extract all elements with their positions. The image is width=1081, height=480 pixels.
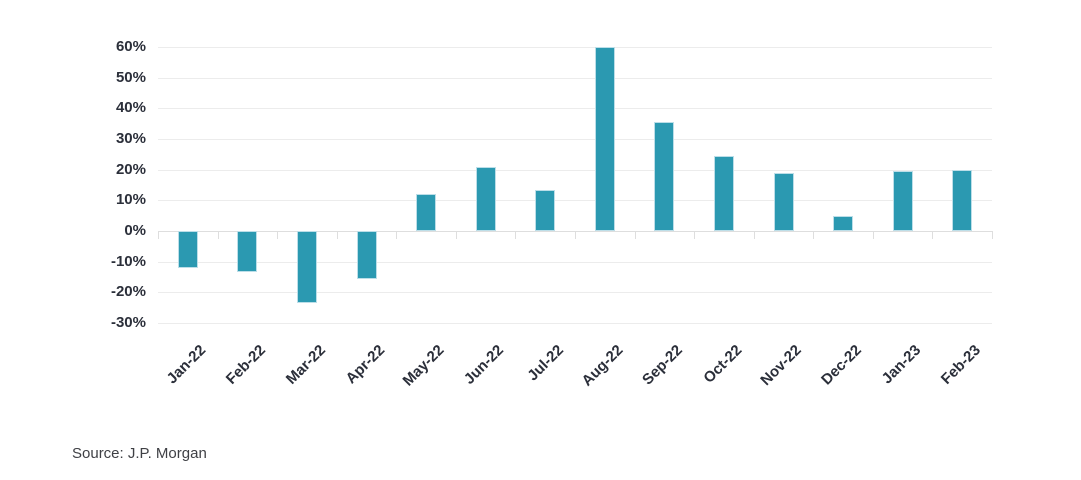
x-axis-tick	[754, 231, 755, 239]
x-axis-label-dec-22: Dec-22	[817, 341, 865, 389]
y-axis-label: 20%	[115, 160, 146, 178]
gridline	[158, 77, 992, 79]
gridline	[158, 322, 992, 324]
y-axis-label: -20%	[110, 283, 146, 301]
gridline	[158, 199, 992, 201]
y-axis-label: -30%	[110, 314, 146, 331]
x-axis-label-may-22: May-22	[399, 341, 448, 390]
x-axis-tick	[873, 231, 874, 239]
gridline	[158, 138, 992, 140]
x-axis-tick	[515, 231, 516, 239]
bar-oct-22	[714, 156, 734, 231]
x-axis-label-jun-22: Jun-22	[461, 341, 508, 388]
x-axis-tick	[456, 231, 457, 239]
bar-feb-22	[237, 231, 257, 272]
x-axis-tick	[218, 231, 219, 239]
x-axis-label-jul-22: Jul-22	[524, 341, 567, 385]
x-axis-label-feb-22: Feb-22	[222, 341, 270, 388]
bar-aug-22	[595, 47, 615, 231]
bar-mar-22	[297, 231, 317, 303]
x-axis-label-apr-22: Apr-22	[342, 341, 389, 388]
x-axis-label-nov-22: Nov-22	[757, 341, 806, 390]
bar-jan-22	[178, 231, 198, 268]
x-axis-label-sep-22: Sep-22	[639, 341, 687, 389]
x-axis-tick	[932, 231, 933, 239]
y-axis-label: 10%	[115, 191, 146, 209]
bar-jun-22	[476, 167, 496, 231]
x-axis-label-oct-22: Oct-22	[700, 341, 746, 387]
x-axis-tick	[337, 231, 338, 239]
x-axis-tick	[277, 231, 278, 239]
gridline	[158, 291, 992, 293]
x-axis-label-jan-23: Jan-23	[878, 341, 925, 388]
y-axis-label: 50%	[115, 68, 146, 86]
x-axis-tick	[992, 231, 993, 239]
y-axis-label: 0%	[124, 222, 146, 239]
bar-apr-22	[357, 231, 377, 279]
bar-jul-22	[535, 190, 555, 231]
bar-sep-22	[654, 122, 674, 231]
gridline	[158, 107, 992, 109]
x-axis-label-mar-22: Mar-22	[282, 341, 329, 388]
x-axis-tick	[158, 231, 159, 239]
bar-may-22	[416, 194, 436, 231]
x-axis-tick	[694, 231, 695, 239]
gridline	[158, 261, 992, 263]
gridline	[158, 46, 992, 48]
y-axis-label: 60%	[115, 38, 146, 55]
y-axis-label: -10%	[110, 252, 146, 270]
gridline	[158, 169, 992, 171]
bar-jan-23	[893, 171, 913, 231]
x-axis-tick	[813, 231, 814, 239]
bar-dec-22	[833, 216, 853, 231]
bar-nov-22	[774, 173, 794, 231]
y-axis-label: 30%	[115, 130, 146, 147]
bar-feb-23	[952, 170, 972, 231]
x-axis-tick	[396, 231, 397, 239]
x-axis-label-jan-22: Jan-22	[163, 341, 210, 388]
source-note: Source: J.P. Morgan	[72, 445, 207, 462]
x-axis-label-feb-23: Feb-23	[937, 341, 984, 388]
y-axis-label: 40%	[115, 99, 146, 117]
x-axis-tick	[575, 231, 576, 239]
x-axis-label-aug-22: Aug-22	[578, 341, 627, 390]
x-axis-tick	[635, 231, 636, 239]
